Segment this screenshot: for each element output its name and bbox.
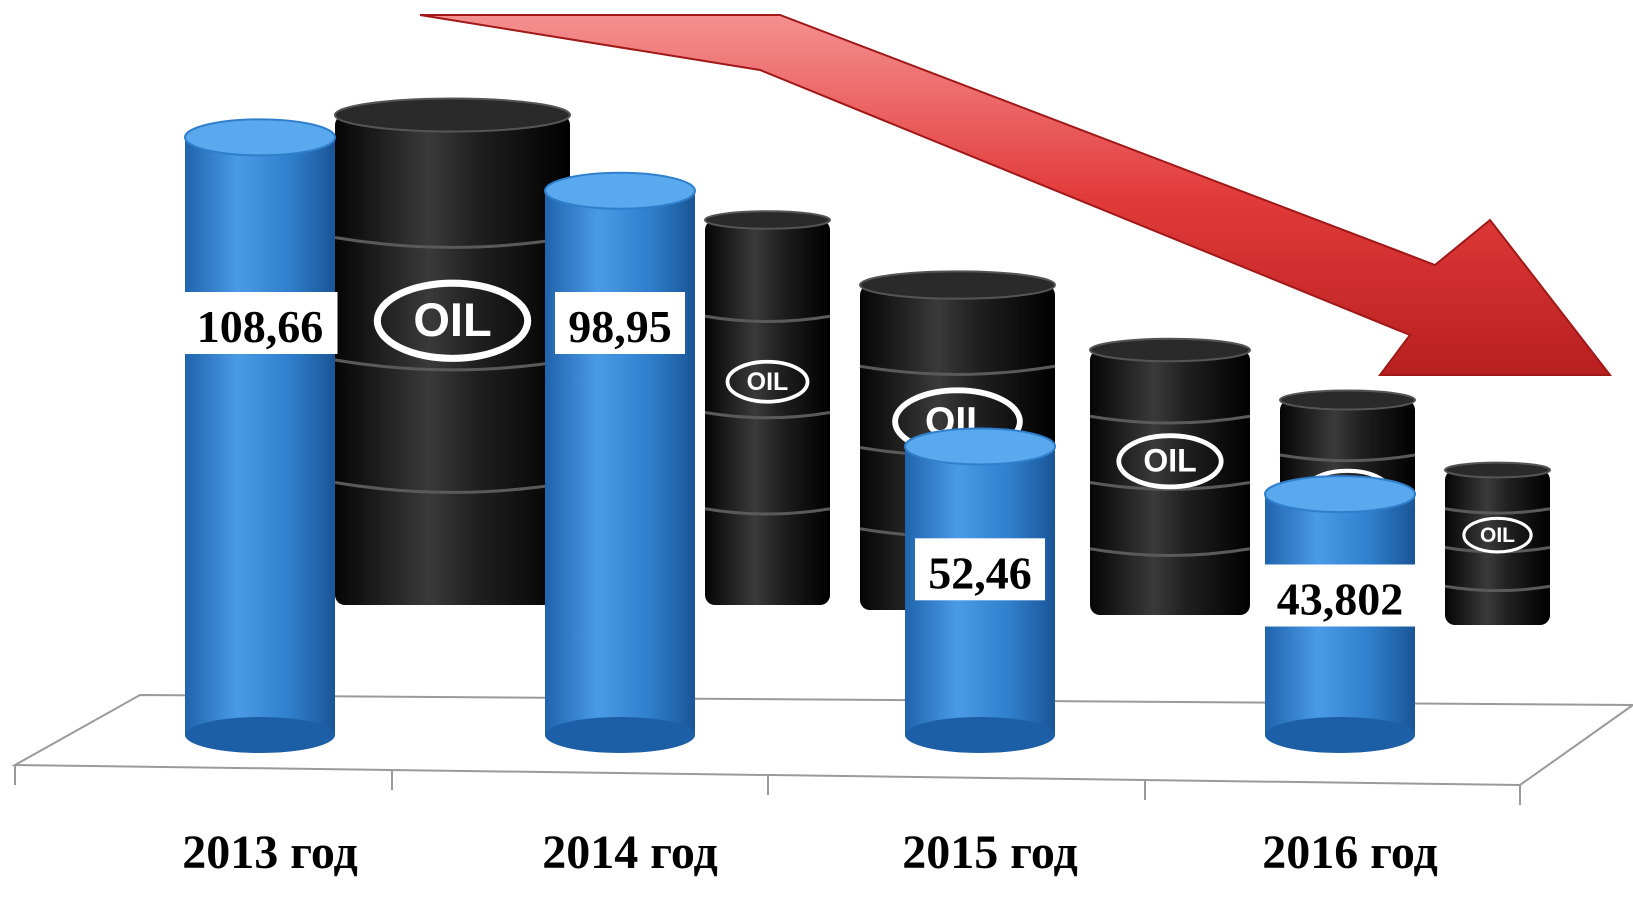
x-tick-label: 2016 год: [1262, 826, 1438, 879]
barrel-top: [334, 97, 571, 133]
barrel-hoop: [1089, 414, 1251, 425]
data-label-box: [1265, 564, 1415, 627]
barrel-top: [1279, 389, 1416, 411]
barrel-logo-text: OIL: [1143, 443, 1196, 479]
data-label-box: [182, 292, 338, 354]
bar: [184, 118, 336, 753]
barrel-top: [1444, 461, 1551, 479]
barrel-logo-text: OIL: [747, 368, 789, 396]
x-tick-label: 2014 год: [542, 826, 718, 879]
data-label: 108,66: [197, 301, 324, 352]
barrel-hoop: [704, 314, 831, 323]
barrel-hoop: [334, 358, 571, 372]
bar-top: [184, 118, 336, 157]
bar-top: [1264, 475, 1416, 514]
barrel-hoop: [334, 481, 571, 494]
barrel-hoop: [1444, 507, 1551, 515]
oil-barrel: OIL: [704, 210, 831, 605]
barrel-logo-text: OIL: [1480, 524, 1515, 547]
bar-body: [185, 137, 335, 735]
barrel-logo-ring: [373, 279, 532, 362]
barrel-body: [705, 220, 830, 605]
barrel-body: [1445, 470, 1550, 625]
oil-barrel: OIL: [1089, 337, 1251, 615]
barrel-logo-ring: [1116, 433, 1224, 490]
barrel-logo-ring: [1462, 516, 1533, 554]
data-label-box: [555, 292, 685, 354]
barrel-top: [859, 270, 1056, 300]
barrel-hoop: [859, 364, 1056, 376]
oil-barrel: OIL: [334, 97, 571, 605]
bar-body: [545, 190, 695, 735]
barrel-hoop: [704, 411, 831, 420]
barrel-logo-text: OIL: [413, 293, 491, 346]
bar-top: [904, 427, 1056, 466]
data-label: 98,95: [568, 301, 672, 352]
bar-top: [544, 171, 696, 210]
barrel-hoop: [704, 507, 831, 516]
bar-base: [1265, 717, 1415, 753]
barrel-top: [704, 210, 831, 230]
oil-barrel: OIL: [1444, 461, 1551, 625]
chart-floor: [11, 693, 1633, 787]
data-label: 52,46: [928, 547, 1032, 598]
x-tick-label: 2013 год: [182, 826, 358, 879]
barrel-hoop: [1089, 547, 1251, 557]
barrel-logo-ring: [725, 359, 810, 404]
bar-base: [545, 717, 695, 753]
x-tick-label: 2015 год: [902, 826, 1078, 879]
data-label: 43,802: [1277, 573, 1404, 624]
bar-base: [185, 717, 335, 753]
barrel-hoop: [1279, 453, 1416, 463]
barrel-top: [1089, 337, 1251, 363]
data-label-box: [915, 538, 1045, 601]
barrel-body: [1090, 350, 1250, 615]
trend-arrow: [419, 14, 1613, 376]
barrel-hoop: [334, 236, 571, 249]
bar: [544, 171, 696, 753]
bar-base: [905, 717, 1055, 753]
barrel-hoop: [1444, 584, 1551, 593]
